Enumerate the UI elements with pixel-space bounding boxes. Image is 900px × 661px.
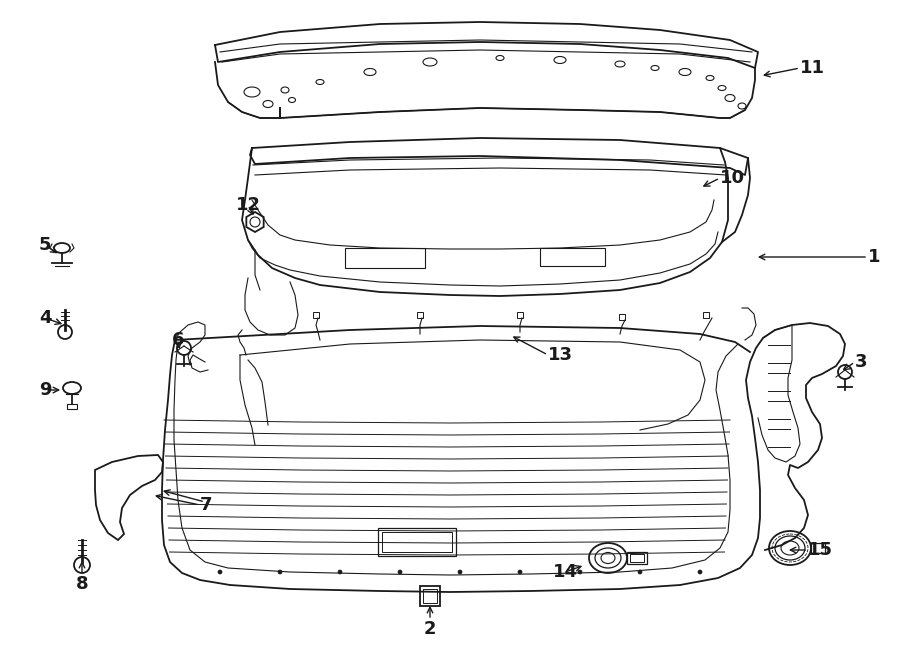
Text: 9: 9 (39, 381, 51, 399)
Circle shape (638, 570, 642, 574)
Bar (313, 312, 319, 318)
Circle shape (518, 570, 522, 574)
Circle shape (578, 570, 582, 574)
Bar (378, 528, 456, 556)
Text: 14: 14 (553, 563, 578, 581)
Text: 7: 7 (200, 496, 212, 514)
Text: 2: 2 (424, 620, 436, 638)
Bar (811, 543, 825, 553)
Circle shape (398, 570, 402, 574)
Text: 3: 3 (855, 353, 868, 371)
Circle shape (338, 570, 342, 574)
Bar (423, 589, 437, 603)
Circle shape (458, 570, 462, 574)
Bar (420, 586, 440, 606)
Text: 11: 11 (800, 59, 825, 77)
Text: 1: 1 (868, 248, 880, 266)
Circle shape (278, 570, 282, 574)
Bar (630, 554, 644, 562)
Text: 10: 10 (720, 169, 745, 187)
Bar (703, 312, 709, 318)
Text: 4: 4 (39, 309, 51, 327)
Bar (619, 314, 625, 320)
Bar (382, 532, 452, 552)
Circle shape (218, 570, 222, 574)
Bar (517, 312, 523, 318)
Bar (627, 552, 647, 564)
Circle shape (698, 570, 702, 574)
Text: 13: 13 (548, 346, 573, 364)
Text: 5: 5 (39, 236, 51, 254)
Bar (540, 248, 605, 266)
Text: 15: 15 (808, 541, 833, 559)
Text: 8: 8 (76, 575, 88, 593)
Bar (67, 404, 77, 409)
Bar (417, 312, 423, 318)
Text: 6: 6 (172, 331, 184, 349)
Bar (345, 248, 425, 268)
Text: 12: 12 (236, 196, 260, 214)
